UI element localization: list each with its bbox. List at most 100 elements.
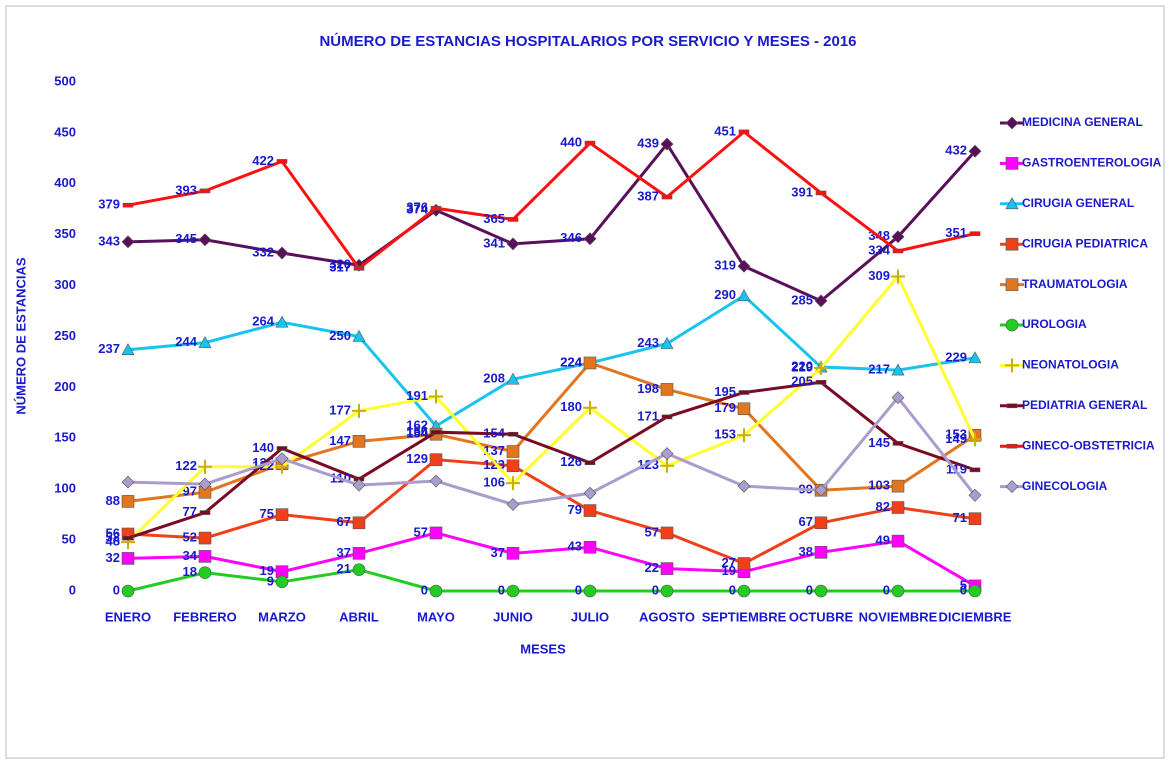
data-label: 393 [175,182,197,197]
marker [891,230,905,244]
marker [584,140,596,146]
legend-label: MEDICINA GENERAL [1022,115,1143,129]
marker [198,335,212,348]
data-label: 77 [183,504,197,519]
marker [275,315,289,328]
data-label: 147 [329,433,351,448]
data-label: 97 [183,484,197,499]
marker [891,391,905,405]
marker [506,498,520,511]
data-label: 0 [806,582,813,597]
marker [660,383,674,396]
marker [583,356,597,370]
marker [891,501,905,514]
data-label: 19 [260,563,274,578]
data-label: 0 [113,582,120,597]
data-label: 290 [714,287,736,302]
marker [738,129,750,135]
data-label: 351 [945,225,967,240]
y-tick-label: 50 [62,532,76,547]
marker [968,144,982,158]
y-tick-label: 0 [69,582,76,597]
marker [583,540,597,554]
marker [814,546,828,559]
data-label: 309 [868,268,890,283]
x-tick-label: FEBRERO [173,609,237,624]
y-tick-label: 200 [54,379,76,394]
data-label: 205 [791,374,813,389]
data-label: 82 [876,499,890,514]
data-label: 317 [329,260,351,275]
data-label: 250 [329,328,351,343]
marker [892,248,904,254]
marker [584,460,596,466]
legend-marker [1005,480,1019,494]
y-tick-label: 350 [54,226,76,241]
series-line [127,531,976,588]
marker [429,584,443,598]
data-label: 67 [799,514,813,529]
data-label: 52 [106,530,120,545]
x-tick-label: ENERO [105,609,151,624]
x-tick-label: JULIO [571,609,609,624]
chart-title: NÚMERO DE ESTANCIAS HOSPITALARIOS POR SE… [319,32,856,50]
y-tick-label: 300 [54,277,76,292]
legend-marker [1005,237,1019,251]
legend-label: PEDIATRIA GENERAL [1022,398,1147,412]
marker [198,531,212,545]
marker [506,476,520,491]
marker [968,351,982,364]
marker [352,435,366,448]
data-label: 19 [722,563,736,578]
legend-marker [1005,157,1019,170]
y-axis-label: NÚMERO DE ESTANCIAS [13,257,28,415]
y-tick-label: 100 [54,481,76,496]
marker [892,441,904,446]
data-label: 198 [637,381,659,396]
marker [891,534,905,548]
marker [352,329,366,342]
data-label: 0 [883,582,890,597]
data-label: 27 [722,555,736,570]
data-label: 32 [106,550,120,565]
marker [506,372,520,385]
marker [737,557,751,570]
legend-marker [1005,358,1019,373]
data-label: 334 [868,242,890,257]
data-label: 374 [406,202,428,217]
data-label: 0 [575,582,582,597]
marker [198,233,212,247]
marker [814,483,828,497]
y-tick-label: 150 [54,430,76,445]
marker [275,575,289,589]
series-line [127,568,975,593]
data-label: 0 [652,582,659,597]
x-tick-label: SEPTIEMBRE [702,609,787,624]
marker [969,467,981,473]
marker [198,477,212,491]
x-tick-label: AGOSTO [639,609,695,624]
x-tick-label: MARZO [258,609,306,624]
data-label: 0 [498,582,505,597]
marker [583,400,597,415]
y-tick-label: 450 [54,124,76,139]
data-label: 376 [406,200,428,215]
data-label: 451 [714,123,736,138]
marker [583,486,597,500]
data-label: 57 [414,524,428,539]
series-line [127,361,976,503]
series-line [127,129,976,271]
marker [121,584,135,598]
series-line [126,273,977,544]
data-label: 191 [406,388,428,403]
marker [814,516,828,530]
y-tick-label: 400 [54,175,76,190]
legend-marker [1005,318,1019,332]
data-label: 439 [637,136,659,151]
y-tick-label: 500 [54,73,76,88]
data-label: 332 [252,244,274,259]
marker [737,428,751,443]
data-label: 122 [175,458,197,473]
data-label: 171 [637,408,659,423]
marker [660,584,674,598]
